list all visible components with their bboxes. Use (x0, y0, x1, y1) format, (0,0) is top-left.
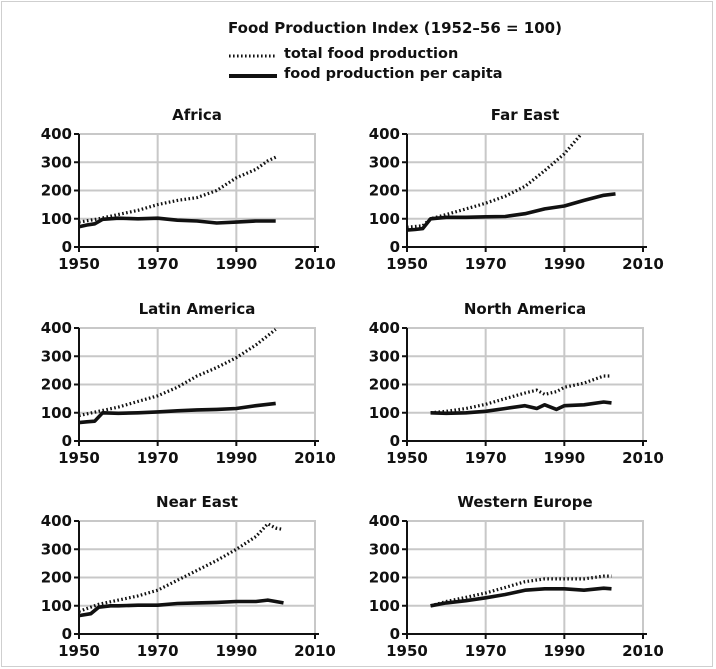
y-tick-label-100: 100 (369, 597, 400, 615)
x-tick-label-1990: 1990 (215, 255, 257, 273)
x-tick-label-1970: 1970 (465, 642, 507, 660)
x-tick-label-2010: 2010 (294, 449, 336, 467)
series-line-per-capita-north-america (430, 400, 612, 416)
y-tick-label-0: 0 (390, 432, 400, 450)
x-tick-label-1950: 1950 (386, 255, 428, 273)
series-line-per-capita-western-europe (430, 586, 612, 608)
y-tick-label-100: 100 (369, 404, 400, 422)
y-tick-label-300: 300 (369, 153, 400, 171)
x-tick-label-1970: 1970 (465, 449, 507, 467)
x-tick-label-1950: 1950 (386, 449, 428, 467)
y-tick-label-300: 300 (41, 347, 72, 365)
x-tick-label-1950: 1950 (386, 642, 428, 660)
y-tick-label-400: 400 (369, 512, 400, 530)
x-tick-label-1970: 1970 (137, 449, 179, 467)
y-tick-label-200: 200 (369, 182, 400, 200)
chart-title-latin-america: Latin America (139, 300, 256, 318)
series-line-total-western-europe (430, 574, 612, 608)
x-tick-label-1990: 1990 (543, 642, 585, 660)
y-tick-label-400: 400 (41, 512, 72, 530)
chart-latin-america: Latin America 0 100 200 300 400 1950 1970 1990 20… (41, 300, 336, 467)
x-tick-label-2010: 2010 (622, 642, 664, 660)
y-tick-label-100: 100 (41, 404, 72, 422)
y-tick-label-100: 100 (41, 597, 72, 615)
legend-swatch-dotted (229, 54, 277, 58)
x-tick-label-1990: 1990 (215, 642, 257, 660)
y-tick-label-200: 200 (369, 569, 400, 587)
y-tick-label-400: 400 (369, 125, 400, 143)
chart-africa: Africa 0 100 200 300 400 1950 1970 1990 2010 (41, 106, 336, 273)
chart-north-america: North America 0 100 200 300 400 1950 1970 1990 20… (369, 300, 664, 467)
series-line-per-capita-near-east (78, 598, 284, 618)
y-tick-label-200: 200 (41, 569, 72, 587)
series-line-per-capita-africa (78, 216, 276, 229)
series-line-total-africa (78, 155, 277, 224)
y-tick-label-0: 0 (62, 625, 72, 643)
series-line-total-north-america (430, 374, 612, 415)
x-tick-label-2010: 2010 (622, 449, 664, 467)
legend-swatch-solid (229, 74, 277, 78)
y-tick-label-200: 200 (369, 376, 400, 394)
figure-title: Food Production Index (1952–56 = 100) (228, 19, 562, 37)
y-tick-label-100: 100 (369, 210, 400, 228)
series-line-total-far-east (406, 134, 582, 229)
y-tick-label-200: 200 (41, 376, 72, 394)
x-tick-label-1970: 1970 (137, 255, 179, 273)
series-line-total-near-east (78, 522, 284, 613)
x-tick-label-2010: 2010 (622, 255, 664, 273)
x-tick-label-1970: 1970 (137, 642, 179, 660)
x-tick-label-1990: 1990 (543, 255, 585, 273)
x-tick-label-1950: 1950 (58, 449, 100, 467)
x-tick-label-1990: 1990 (543, 449, 585, 467)
x-tick-label-1950: 1950 (58, 642, 100, 660)
y-tick-label-0: 0 (62, 432, 72, 450)
legend-label-per-capita: food production per capita (284, 66, 503, 82)
y-tick-label-200: 200 (41, 182, 72, 200)
chart-western-europe: Western Europe 0 100 200 300 400 1950 1970 1990 2… (369, 493, 664, 660)
y-tick-label-0: 0 (390, 238, 400, 256)
y-tick-label-100: 100 (41, 210, 72, 228)
y-tick-label-400: 400 (41, 319, 72, 337)
chart-title-north-america: North America (464, 300, 586, 318)
x-tick-label-2010: 2010 (294, 255, 336, 273)
chart-far-east: Far East 0 100 200 300 400 1950 1970 1990 2010 (369, 106, 664, 273)
chart-title-far-east: Far East (491, 106, 560, 124)
y-tick-label-0: 0 (390, 625, 400, 643)
y-tick-label-400: 400 (369, 319, 400, 337)
x-tick-label-1950: 1950 (58, 255, 100, 273)
y-tick-label-300: 300 (41, 153, 72, 171)
legend-label-total: total food production (284, 46, 459, 62)
chart-title-near-east: Near East (156, 493, 238, 511)
chart-title-western-europe: Western Europe (457, 493, 592, 511)
x-tick-label-2010: 2010 (294, 642, 336, 660)
chart-near-east: Near East 0 100 200 300 400 1950 1970 1990 2010 (41, 493, 336, 660)
chart-title-africa: Africa (172, 106, 222, 124)
y-tick-label-300: 300 (369, 347, 400, 365)
y-tick-label-0: 0 (62, 238, 72, 256)
x-tick-label-1970: 1970 (465, 255, 507, 273)
series-line-per-capita-latin-america (78, 401, 276, 425)
y-tick-label-400: 400 (41, 125, 72, 143)
x-tick-label-1990: 1990 (215, 449, 257, 467)
series-line-total-latin-america (78, 328, 277, 418)
y-tick-label-300: 300 (369, 540, 400, 558)
series-line-per-capita-far-east (406, 192, 616, 232)
y-tick-label-300: 300 (41, 540, 72, 558)
